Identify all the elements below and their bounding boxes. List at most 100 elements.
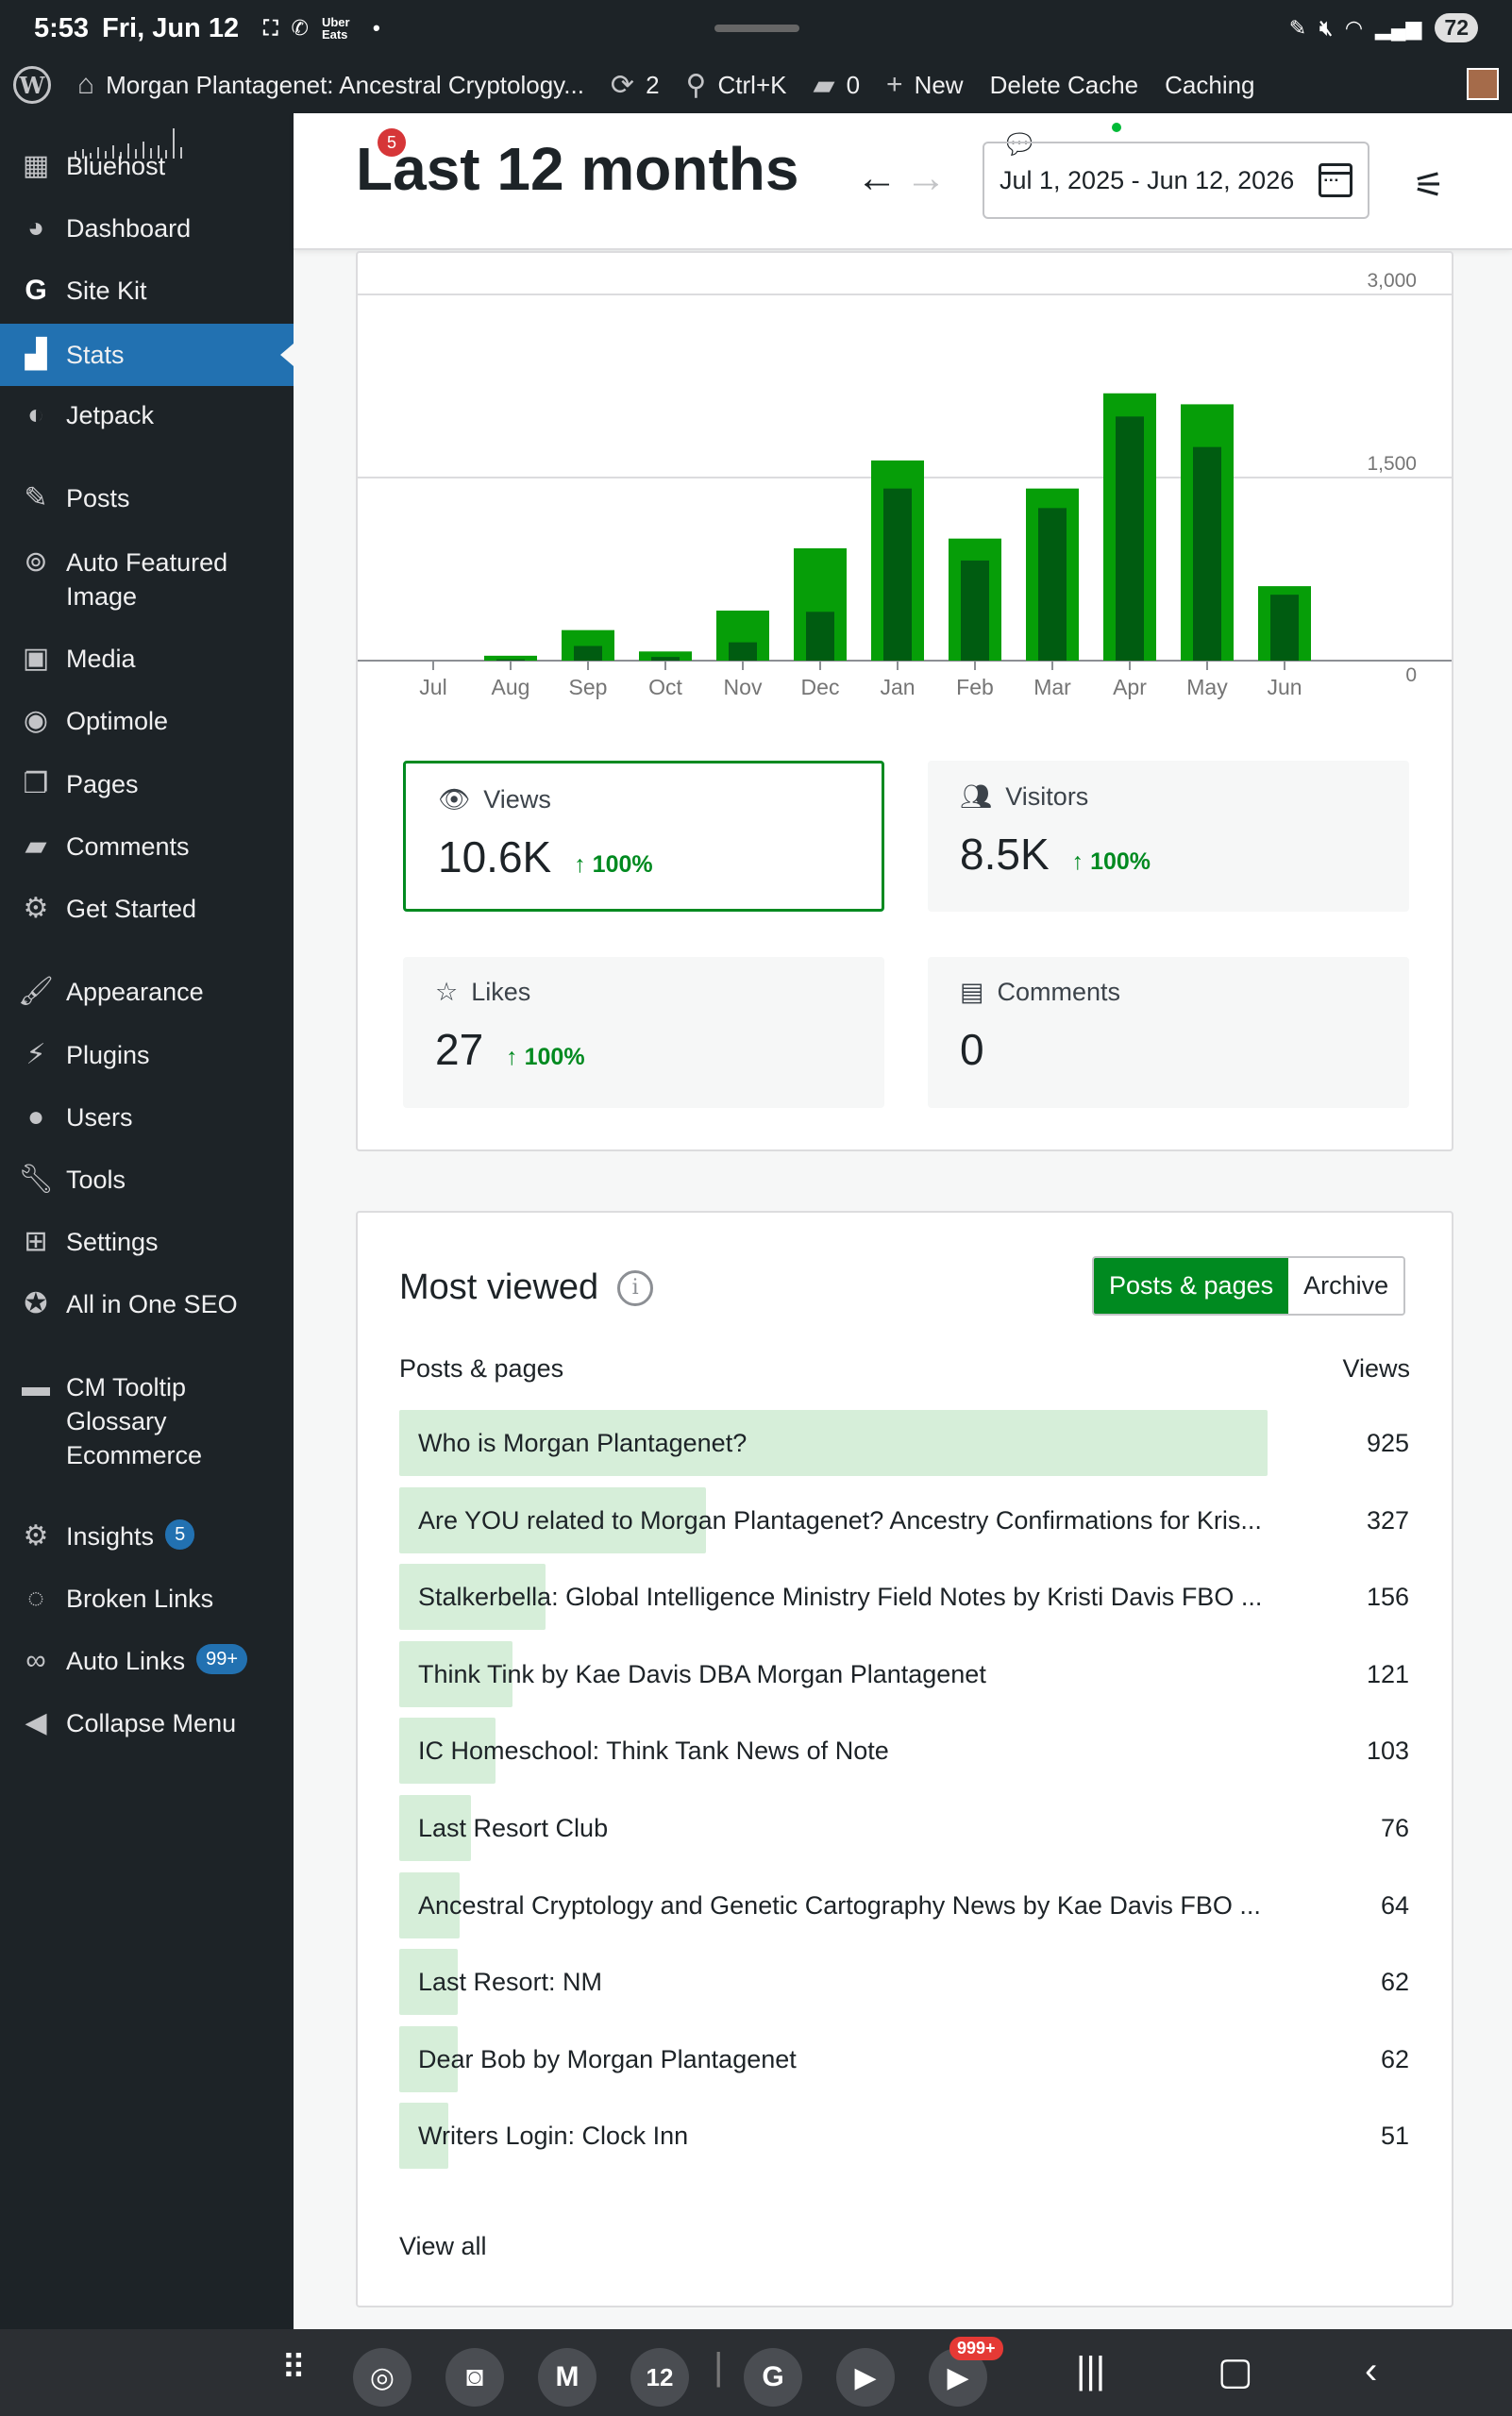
sidebar-item-stats[interactable]: ▟ Stats — [0, 324, 294, 386]
sidebar-item-auto-links[interactable]: ∞ Auto Links 99+ — [0, 1644, 294, 1678]
bar-visitors — [883, 488, 912, 661]
seo-icon: ✪ — [24, 1288, 48, 1319]
tooltip-icon: ▬ — [22, 1371, 50, 1402]
info-icon[interactable]: i — [617, 1269, 654, 1306]
camera-icon[interactable]: ◙ — [445, 2348, 504, 2407]
chat-bubble-icon[interactable]: 💬︎ — [1001, 128, 1038, 161]
caching-link[interactable]: Caching — [1165, 70, 1255, 99]
list-item[interactable]: Last Resort: NM 62 — [399, 1949, 1409, 2016]
sidebar-item-get-started[interactable]: ⚙ Get Started — [0, 892, 294, 926]
list-item[interactable]: Ancestral Cryptology and Genetic Cartogr… — [399, 1871, 1409, 1938]
list-item[interactable]: Think Tink by Kae Davis DBA Morgan Plant… — [399, 1640, 1409, 1707]
list-item[interactable]: Last Resort Club 76 — [399, 1795, 1409, 1861]
notification-badge[interactable]: 5 — [378, 128, 406, 157]
sidebar-item-appearance[interactable]: 🖌︎ Appearance — [17, 976, 204, 1007]
list-item[interactable]: Are YOU related to Morgan Plantagenet? A… — [399, 1486, 1409, 1553]
stat-tile-comments[interactable]: ▤ Comments 0 — [928, 957, 1409, 1108]
stat-tile-visitors[interactable]: 👥︎ Visitors 8.5K ↑ 100% — [928, 761, 1409, 912]
sidebar-item-settings[interactable]: ⊞ Settings — [0, 1225, 294, 1259]
settings-sliders-icon[interactable]: ⚟ — [1413, 166, 1446, 206]
sidebar-item-posts[interactable]: ✎ Posts — [0, 481, 294, 515]
plus-icon: + — [886, 69, 903, 100]
sidebar-item-aioseo[interactable]: ✪ All in One SEO — [0, 1287, 294, 1321]
play-store-icon[interactable]: ▶ — [836, 2348, 895, 2407]
stat-tile-likes[interactable]: ☆ Likes 27 ↑ 100% — [403, 957, 884, 1108]
sidebar-item-dashboard[interactable]: ◕ Dashboard — [0, 211, 294, 245]
next-period-arrow-icon[interactable]: → — [905, 155, 947, 201]
row-views: 121 — [1366, 1659, 1409, 1688]
date-range-picker[interactable]: Jul 1, 2025 - Jun 12, 2026 — [983, 142, 1369, 219]
sidebar-item-site-kit[interactable]: G Site Kit — [0, 274, 294, 308]
sidebar-item-collapse-menu[interactable]: ◀ Collapse Menu — [0, 1706, 294, 1740]
insights-badge: 5 — [165, 1519, 195, 1550]
row-title: Last Resort: NM — [418, 1968, 603, 1997]
comments-count: 0 — [846, 70, 861, 99]
list-item[interactable]: Who is Morgan Plantagenet? 925 — [399, 1410, 1409, 1476]
wifi-icon: ◠ — [1346, 15, 1362, 40]
view-all-link[interactable]: View all — [399, 2232, 487, 2260]
search-link[interactable]: ⚲ Ctrl+K — [673, 69, 800, 102]
delete-cache-link[interactable]: Delete Cache — [989, 70, 1139, 99]
y-tick-label: 0 — [1405, 664, 1417, 686]
sidebar-item-bluehost[interactable]: ▦ Bluehost — [0, 149, 294, 183]
pen-icon: ✎ — [1288, 15, 1307, 40]
sidebar-item-comments[interactable]: ▰ Comments — [0, 830, 294, 864]
sidebar-item-media[interactable]: ▣ Media — [0, 642, 294, 676]
row-bar — [399, 1949, 458, 2016]
prev-period-arrow-icon[interactable]: ← — [856, 155, 898, 201]
bar-visitors — [1116, 416, 1144, 661]
y-tick-label: 3,000 — [1367, 270, 1417, 292]
sidebar-item-tools[interactable]: 🔧︎ Tools — [17, 1164, 126, 1195]
site-name-link[interactable]: ⌂ Morgan Plantagenet: Ancestral Cryptolo… — [64, 69, 597, 101]
list-item[interactable]: IC Homeschool: Think Tank News of Note 10… — [399, 1718, 1409, 1785]
home-button-icon[interactable]: ▢ — [1218, 2351, 1253, 2392]
updates-link[interactable]: ⟳ 2 — [597, 69, 673, 102]
chrome-icon[interactable]: ◎ — [353, 2348, 412, 2407]
row-views: 51 — [1380, 2122, 1409, 2151]
sidebar-item-auto-featured-image[interactable]: ⊚ Auto Featured Image — [0, 545, 294, 613]
sidebar-item-pages[interactable]: ❐ Pages — [0, 767, 294, 801]
wordpress-logo-icon[interactable]: W — [13, 66, 51, 104]
bar-views — [639, 651, 692, 661]
row-bar — [399, 1564, 546, 1631]
signal-icon: ▂▄▆ — [1374, 15, 1422, 40]
sidebar-item-insights[interactable]: ⚙ Insights 5 — [0, 1519, 294, 1553]
app-drawer-icon[interactable]: ⠿ — [281, 2348, 307, 2387]
sidebar-item-plugins[interactable]: ⚡︎ Plugins — [0, 1038, 294, 1072]
x-tick-label: Sep — [569, 675, 608, 699]
row-views: 76 — [1380, 1814, 1409, 1842]
sidebar-item-users[interactable]: ● Users — [0, 1100, 294, 1134]
tab-posts-pages[interactable]: Posts & pages — [1094, 1258, 1289, 1314]
sidebar-item-jetpack[interactable]: ◐ Jetpack — [0, 398, 294, 432]
sidebar-item-cm-tooltip[interactable]: ▬ CM Tooltip Glossary Ecommerce — [0, 1370, 294, 1472]
comments-link[interactable]: ▰ 0 — [799, 69, 873, 102]
stat-tile-views[interactable]: 👁︎ Views 10.6K ↑ 100% — [403, 761, 884, 912]
list-item[interactable]: Stalkerbella: Global Intelligence Minist… — [399, 1564, 1409, 1631]
auto-links-badge: 99+ — [196, 1644, 248, 1674]
insights-icon: ⚙ — [23, 1520, 49, 1552]
stats-header: Last 12 months ← → 💬︎ Jul 1, 2025 - Jun … — [294, 113, 1512, 250]
user-avatar[interactable] — [1467, 68, 1499, 100]
row-views: 925 — [1366, 1429, 1409, 1457]
pin-icon: ✎ — [24, 482, 48, 513]
back-button-icon[interactable]: ‹ — [1365, 2350, 1378, 2391]
row-title: IC Homeschool: Think Tank News of Note — [418, 1736, 889, 1766]
row-title: Think Tink by Kae Davis DBA Morgan Plant… — [418, 1659, 986, 1688]
page-title: Last 12 months — [356, 135, 799, 203]
google-app-icon[interactable]: G — [744, 2348, 802, 2407]
list-item[interactable]: Writers Login: Clock Inn 51 — [399, 2103, 1409, 2170]
mute-icon: 🔇︎ — [1319, 15, 1334, 40]
search-icon: ⚲ — [685, 69, 707, 101]
dot-icon: • — [372, 16, 380, 40]
new-content-link[interactable]: + New — [873, 69, 977, 101]
tab-archive[interactable]: Archive — [1288, 1258, 1404, 1314]
recent-apps-icon[interactable]: ||| — [1076, 2350, 1106, 2391]
calendar-app-icon[interactable]: 12 — [630, 2348, 689, 2407]
pages-icon: ❐ — [23, 768, 49, 799]
most-viewed-card: Most viewed i Posts & pages Archive Post… — [356, 1211, 1453, 2307]
gmail-icon[interactable]: M — [538, 2348, 596, 2407]
list-item[interactable]: Dear Bob by Morgan Plantagenet 62 — [399, 2025, 1409, 2092]
bar-visitors — [574, 646, 602, 661]
sidebar-item-optimole[interactable]: ◉ Optimole — [0, 704, 294, 738]
sidebar-item-broken-links[interactable]: ◌ Broken Links — [0, 1582, 294, 1616]
